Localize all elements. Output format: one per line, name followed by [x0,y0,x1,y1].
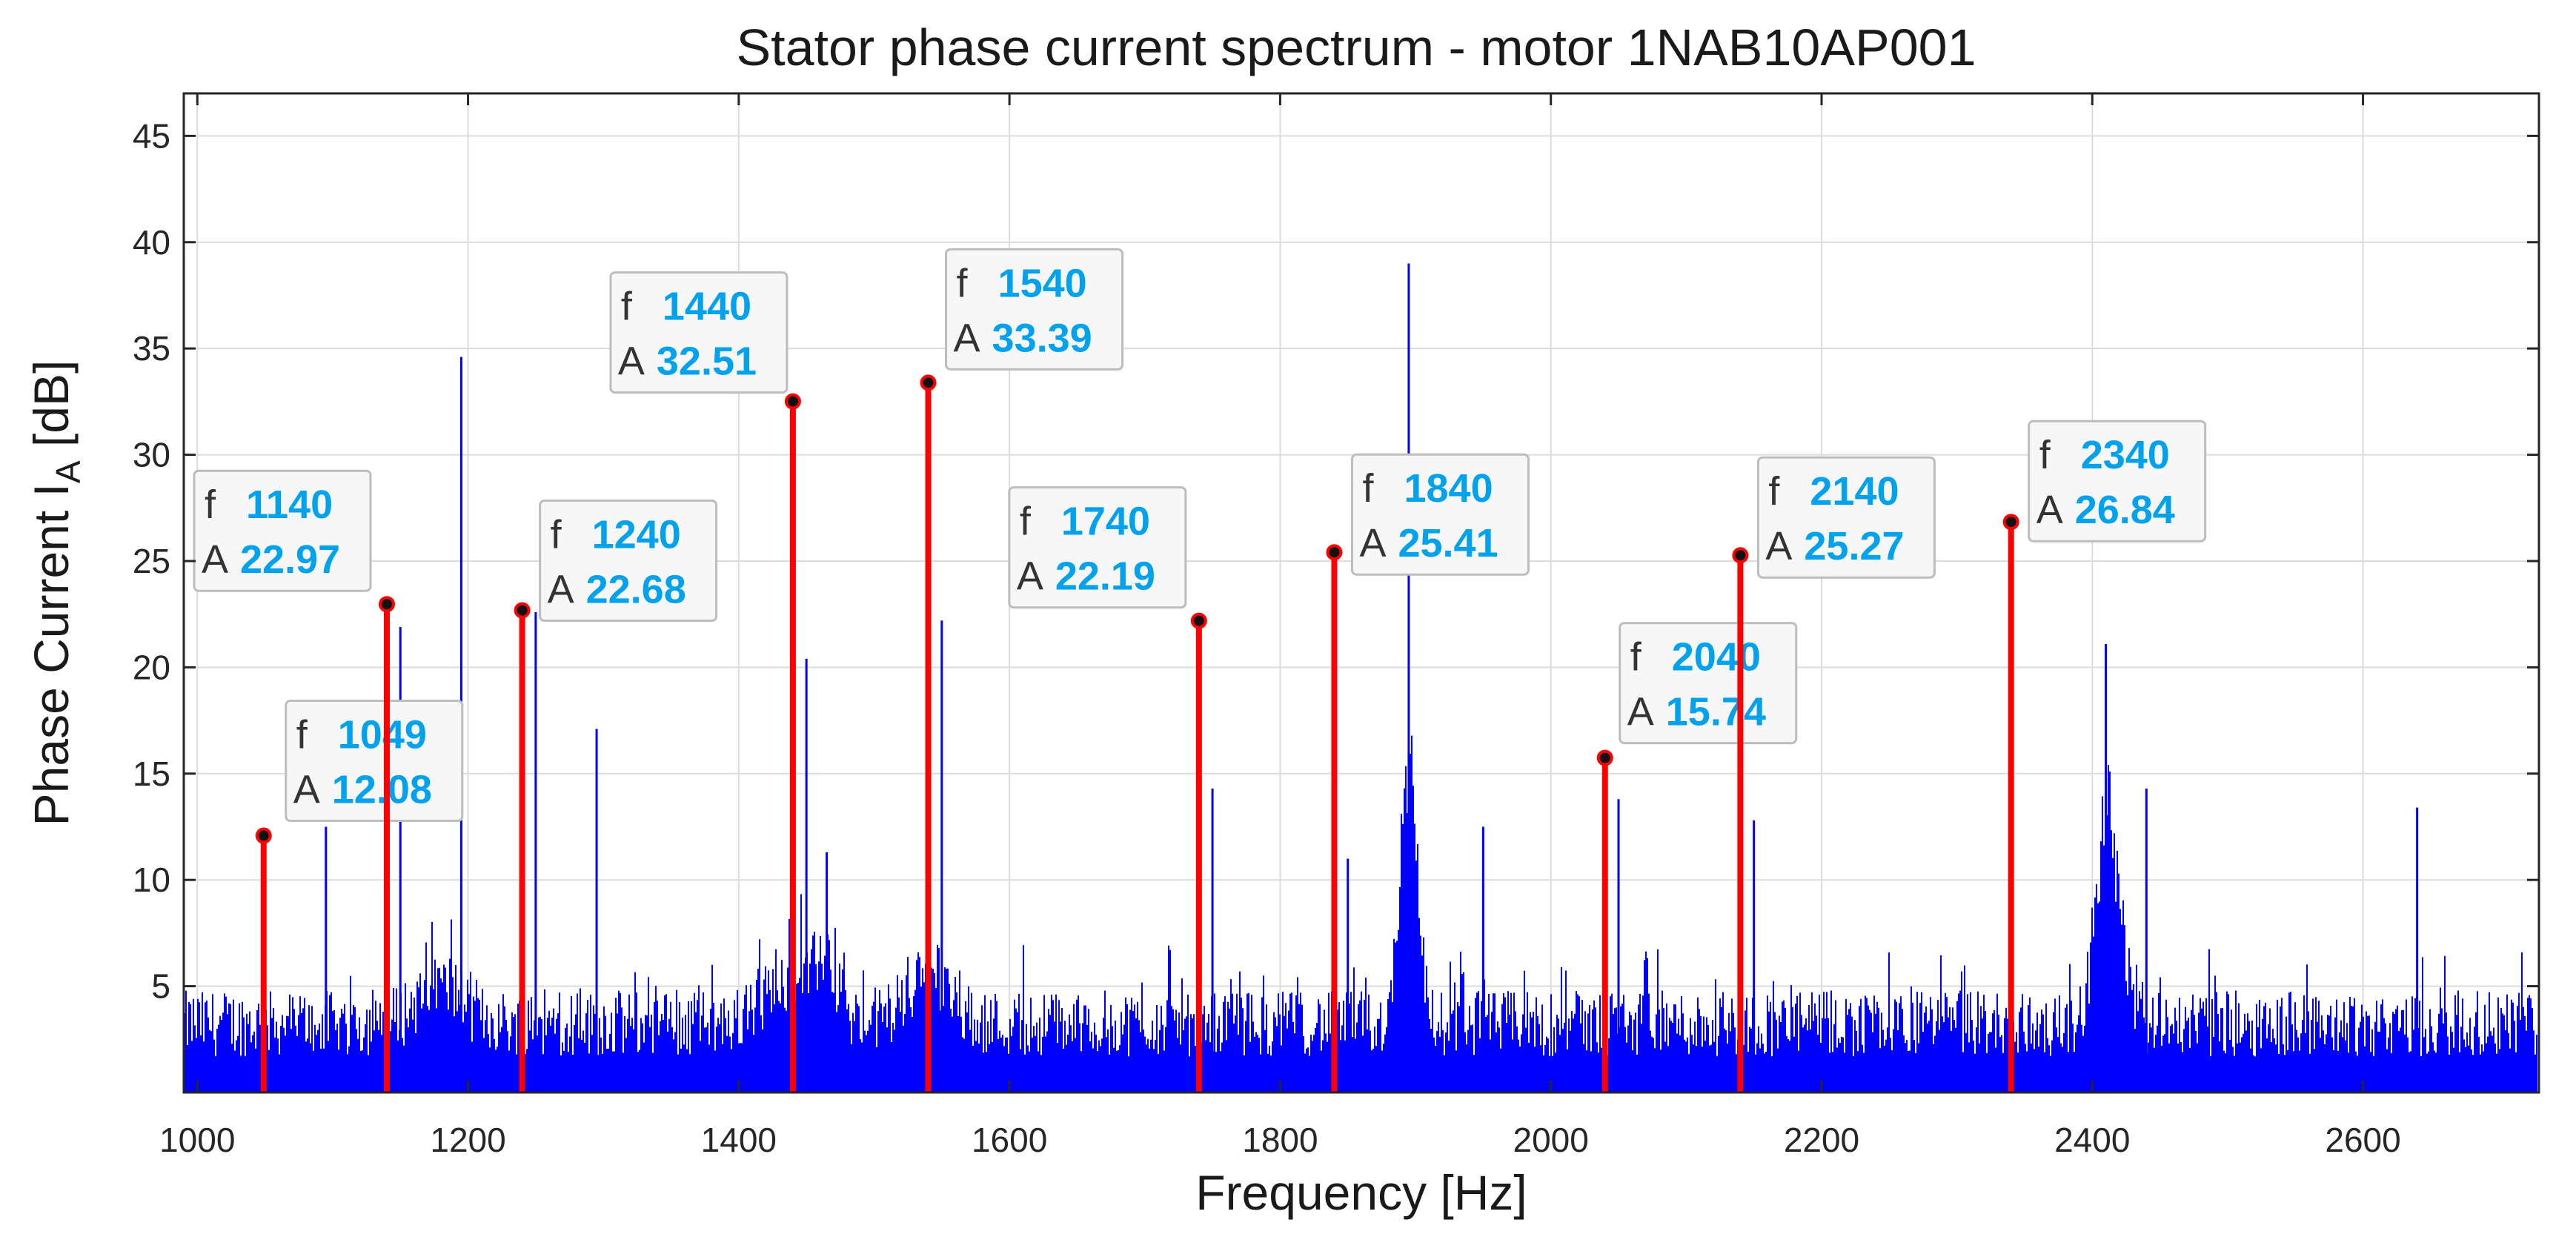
x-tick-label: 1400 [701,1121,777,1159]
datatip-f-label: f [551,513,562,557]
datatip-f-label: f [1362,466,1374,511]
datatip-box [1619,622,1798,745]
x-axis-label: Frequency [Hz] [1195,1165,1527,1220]
marker-1440[interactable]: f 1440 A 32.51 [609,271,801,1092]
datatip-a-value: 32.51 [657,339,757,384]
marker-dot [378,596,395,613]
y-tick-label: 20 [133,648,170,686]
datatip-a-label: A [202,537,228,582]
datatip-a-value: 15.74 [1666,690,1766,734]
datatip-f-label: f [205,482,216,527]
datatip-f-value: 1840 [1404,466,1493,511]
datatip-a-label: A [1017,554,1043,599]
x-tick-label: 2200 [1784,1121,1859,1159]
datatip-a-label: A [1627,690,1654,734]
datatip-box [539,500,718,623]
y-tick-label: 15 [133,755,170,793]
datatip-a-label: A [1765,524,1792,568]
marker-1540[interactable]: f 1540 A 33.39 [920,248,1124,1092]
datatip-f-label: f [2039,433,2051,477]
datatip-f-label: f [1630,635,1642,680]
x-tick-label: 1000 [159,1121,235,1159]
datatip-f-label: f [1020,500,1032,544]
marker-2340[interactable]: f 2340 A 26.84 [2002,419,2207,1092]
datatip-box [2028,419,2207,543]
x-tick-label: 2000 [1513,1121,1589,1159]
datatip-a-value: 22.97 [240,537,340,582]
marker-1240[interactable]: f 1240 A 22.68 [514,500,718,1092]
datatip-a-value: 25.27 [1804,524,1904,568]
datatip-f-label: f [296,713,308,757]
datatip-a-label: A [548,568,574,612]
marker-1140[interactable]: f 1140 A 22.97 [193,469,395,1092]
datatip-f-value: 2340 [2081,433,2170,477]
marker-2140[interactable]: f 2140 A 25.27 [1732,456,1936,1092]
datatip-a-label: A [1359,521,1386,566]
datatip-f-value: 1440 [663,285,751,329]
datatip-f-label: f [1768,469,1780,514]
y-tick-label: 5 [151,967,170,1006]
datatip-f-label: f [621,285,633,329]
datatip-f-value: 1540 [998,261,1087,305]
marker-dot [1596,749,1613,766]
datatip-f-value: 2040 [1672,635,1761,680]
chart-title: Stator phase current spectrum - motor 1N… [736,19,1976,76]
datatip-a-value: 12.08 [332,768,432,812]
x-tick-label: 1600 [972,1121,1047,1159]
datatip-a-value: 22.19 [1055,554,1155,599]
marker-dot [514,602,531,619]
x-tick-label: 1800 [1242,1121,1318,1159]
marker-dot [1326,544,1343,561]
datatip-f-value: 2140 [1810,469,1899,514]
marker-dot [784,393,801,410]
marker-1049[interactable]: f 1049 A 12.08 [255,700,464,1092]
datatip-a-label: A [618,339,645,384]
datatip-box [1008,486,1187,609]
y-tick-label: 25 [133,542,170,580]
y-tick-label: 30 [133,436,170,474]
marker-dot [255,827,272,844]
datatip-a-value: 25.41 [1398,521,1498,566]
x-tick-label: 2600 [2325,1121,2400,1159]
datatip-a-label: A [293,768,320,812]
datatip-box [285,700,464,823]
marker-dot [920,374,937,391]
datatip-box [945,248,1124,371]
y-tick-label: 35 [133,329,170,368]
x-tick-label: 1200 [430,1121,505,1159]
datatip-f-value: 1740 [1061,500,1150,544]
y-axis-label-unit: [dB] [24,360,79,461]
marker-dot [1190,612,1207,629]
marker-2040[interactable]: f 2040 A 15.74 [1596,622,1798,1092]
datatip-a-value: 26.84 [2075,488,2175,532]
marker-dot [1732,547,1749,564]
datatip-f-label: f [957,261,969,305]
y-axis-label-main: Phase Current I [24,483,79,826]
y-tick-label: 10 [133,860,170,899]
datatip-box [193,469,372,592]
datatip-a-label: A [2036,488,2063,532]
datatip-box [1350,453,1530,576]
datatip-a-value: 22.68 [586,568,686,612]
y-axis-label: Phase Current IA [dB] [24,360,87,826]
datatip-a-label: A [954,316,980,360]
y-tick-label: 45 [133,116,170,155]
marker-dot [2002,514,2019,531]
y-axis-label-subscript: A [49,460,87,483]
marker-1840[interactable]: f 1840 A 25.41 [1326,453,1530,1092]
datatip-box [1756,456,1936,579]
x-tick-label: 2400 [2054,1121,2130,1159]
datatip-a-value: 33.39 [992,316,1092,360]
plot-frame [182,92,2540,1094]
y-tick-label: 40 [133,223,170,262]
datatip-f-value: 1240 [592,513,681,557]
datatip-f-value: 1049 [338,713,427,757]
datatip-box [609,271,789,394]
datatip-f-value: 1140 [246,482,333,527]
marker-1740[interactable]: f 1740 A 22.19 [1008,486,1207,1092]
axis-ticks: 1000 1200 1400 1600 1800 2000 2200 2400 2600 5 10 1… [133,93,2539,1159]
